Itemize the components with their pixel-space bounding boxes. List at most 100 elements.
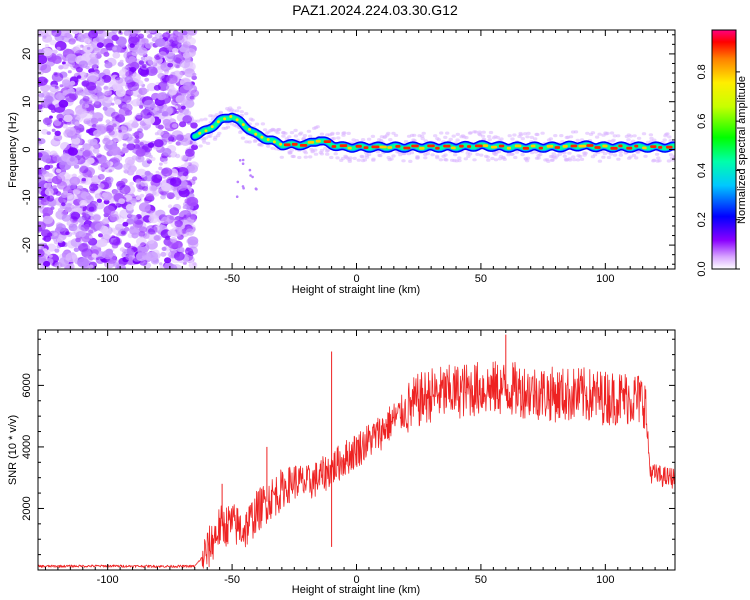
noise-speckle xyxy=(98,233,103,238)
noise-speckle xyxy=(187,157,192,161)
track-halo xyxy=(313,152,319,156)
noise-speckle xyxy=(56,223,66,232)
noise-speckle xyxy=(138,202,151,213)
noise-speckle xyxy=(179,121,187,128)
noise-speckle xyxy=(113,162,123,170)
noise-speckle xyxy=(173,240,183,248)
track-core xyxy=(347,146,352,150)
noise-speckle xyxy=(96,198,102,203)
noise-speckle xyxy=(123,30,131,36)
noise-speckle xyxy=(166,74,178,85)
noise-speckle xyxy=(129,214,138,222)
noise-speckle xyxy=(53,232,58,237)
noise-speckle xyxy=(148,228,156,235)
track-halo xyxy=(371,157,376,161)
noise-speckle xyxy=(171,123,178,128)
noise-speckle xyxy=(160,194,167,200)
noise-speckle xyxy=(79,165,89,174)
track-halo xyxy=(388,138,393,142)
track-halo xyxy=(662,138,667,142)
track-halo xyxy=(319,152,325,156)
track-core xyxy=(514,144,522,148)
track-core xyxy=(272,140,276,144)
track-halo xyxy=(571,155,576,159)
track-halo xyxy=(479,153,484,157)
track-halo xyxy=(632,134,637,138)
y-tick-label: 2000 xyxy=(21,496,33,520)
track-halo xyxy=(493,158,499,162)
noise-speckle xyxy=(125,70,133,78)
track-halo xyxy=(335,156,340,160)
noise-speckle xyxy=(184,162,189,166)
track-halo xyxy=(467,152,473,156)
noise-speckle xyxy=(119,184,131,195)
noise-speckle xyxy=(89,235,93,239)
stray-point xyxy=(241,162,245,165)
noise-speckle xyxy=(56,113,64,121)
noise-speckle xyxy=(145,66,158,76)
track-core xyxy=(554,146,561,149)
noise-speckle xyxy=(94,100,100,105)
noise-speckle xyxy=(144,77,150,82)
noise-speckle xyxy=(73,247,80,252)
track-halo xyxy=(466,154,471,158)
colorbar-tick-label: 0.2 xyxy=(696,212,708,227)
noise-speckle xyxy=(163,160,168,165)
noise-speckle xyxy=(93,129,102,137)
x-tick-label: 50 xyxy=(475,574,487,586)
noise-speckle xyxy=(170,227,183,237)
noise-speckle xyxy=(181,225,186,229)
noise-speckle xyxy=(38,76,48,86)
noise-speckle xyxy=(89,53,97,60)
track-halo xyxy=(628,134,633,138)
y-tick-label: -10 xyxy=(21,189,33,205)
track-halo xyxy=(529,135,534,139)
track-halo xyxy=(585,131,590,135)
noise-speckle xyxy=(179,247,185,251)
track-halo xyxy=(239,110,244,114)
noise-speckle xyxy=(174,35,185,45)
spectrogram-ylabel: Frequency (Hz) xyxy=(7,112,19,188)
track-core xyxy=(538,146,543,150)
track-halo xyxy=(423,156,428,160)
track-halo xyxy=(409,151,415,155)
noise-speckle xyxy=(185,148,195,157)
noise-speckle xyxy=(162,42,170,48)
track-core xyxy=(467,145,472,148)
noise-speckle xyxy=(112,52,121,59)
noise-speckle xyxy=(115,88,126,97)
noise-speckle xyxy=(66,220,74,227)
track-halo xyxy=(455,138,460,142)
noise-speckle xyxy=(158,51,167,59)
snr-line xyxy=(38,361,675,569)
noise-speckle xyxy=(44,164,51,170)
noise-speckle xyxy=(38,152,43,158)
track-core xyxy=(658,146,663,149)
track-halo xyxy=(514,150,520,154)
track-halo xyxy=(518,131,523,136)
noise-speckle xyxy=(161,132,173,143)
noise-speckle xyxy=(96,42,104,48)
track-halo xyxy=(375,150,381,154)
colorbar-tick-label: 0.4 xyxy=(696,163,708,178)
noise-speckle xyxy=(115,77,124,84)
noise-speckle xyxy=(41,229,51,238)
track-halo xyxy=(643,154,648,158)
noise-speckle xyxy=(138,87,148,95)
noise-speckle xyxy=(86,46,91,50)
track-halo xyxy=(313,148,318,152)
noise-speckle xyxy=(71,30,80,34)
track-core xyxy=(266,138,270,141)
noise-speckle xyxy=(49,39,57,46)
track-halo xyxy=(562,154,567,158)
noise-speckle xyxy=(165,52,177,63)
track-halo xyxy=(553,134,558,138)
noise-speckle xyxy=(46,131,51,135)
colorbar-label: Normalized spectral amplitude xyxy=(736,76,748,224)
noise-speckle xyxy=(82,95,90,102)
colorbar-gradient xyxy=(711,29,737,270)
noise-speckle xyxy=(154,234,162,241)
snr-series xyxy=(38,334,675,569)
noise-speckle xyxy=(188,261,198,269)
noise-speckle xyxy=(122,221,129,227)
